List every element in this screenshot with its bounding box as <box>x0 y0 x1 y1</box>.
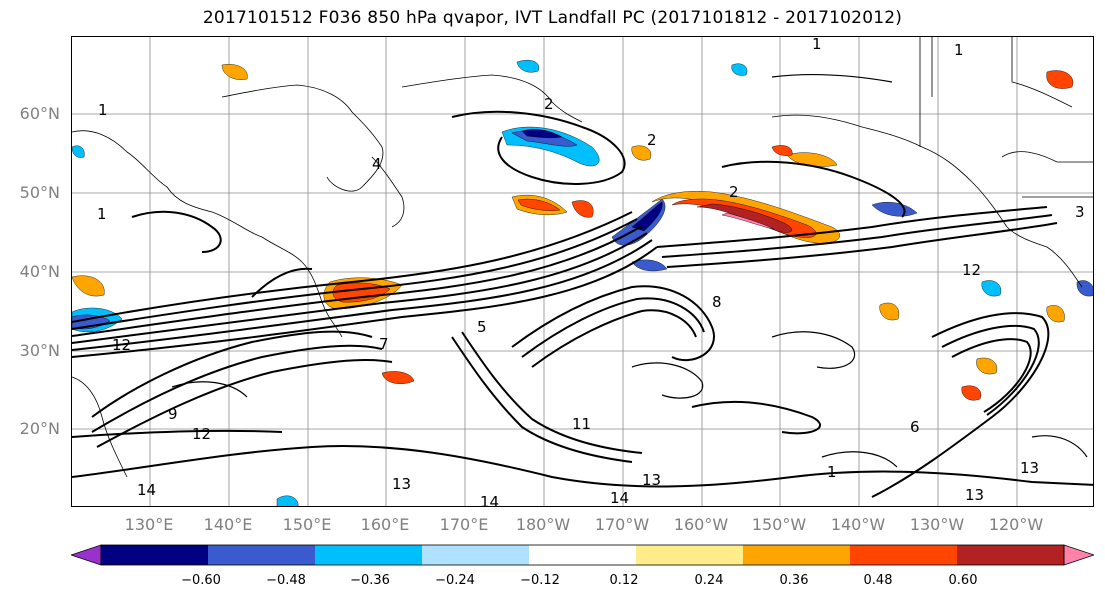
contour-label: 6 <box>910 418 920 436</box>
colorbar <box>69 544 1096 570</box>
ivt-contours-thin <box>171 73 1088 468</box>
lon-label-170w: 170°W <box>594 515 650 534</box>
contour-label: 9 <box>168 405 178 423</box>
colorbar-tick: 0.36 <box>779 573 809 588</box>
contour-labels: 1 1 1 2 2 2 1 1 12 12 12 14 14 14 13 13 … <box>97 37 1085 507</box>
colorbar-segment <box>850 545 958 565</box>
contour-label: 14 <box>610 489 629 507</box>
lon-label-120w: 120°W <box>988 515 1044 534</box>
colorbar-segment <box>529 545 637 565</box>
contour-label: 1 <box>97 205 107 223</box>
colorbar-tick: 0.60 <box>948 573 978 588</box>
lat-label-20n: 20°N <box>19 419 60 438</box>
qvapor-negative-fill <box>72 59 1093 506</box>
contour-label: 14 <box>480 493 499 507</box>
colorbar-tick: −0.60 <box>181 573 221 588</box>
coastlines <box>72 37 1093 478</box>
colorbar-border <box>100 544 1065 566</box>
lon-label-150w: 150°W <box>751 515 807 534</box>
contour-label: 12 <box>192 425 211 443</box>
lat-label-50n: 50°N <box>19 183 60 202</box>
contour-label: 12 <box>112 336 131 354</box>
colorbar-segment <box>743 545 851 565</box>
colorbar-segment <box>315 545 423 565</box>
lon-label-160w: 160°W <box>673 515 729 534</box>
lat-label-30n: 30°N <box>19 341 60 360</box>
colorbar-extend-low <box>69 544 102 566</box>
contour-label: 4 <box>372 155 382 173</box>
colorbar-tick: 0.24 <box>694 573 724 588</box>
contour-label: 12 <box>962 261 981 279</box>
colorbar-extend-high <box>1063 544 1096 566</box>
colorbar-segment <box>208 545 316 565</box>
contour-label: 7 <box>379 335 389 353</box>
contour-label: 13 <box>965 486 984 504</box>
lon-label-140w: 140°W <box>830 515 886 534</box>
contour-label: 5 <box>477 318 487 336</box>
contour-label: 8 <box>712 293 722 311</box>
contour-label: 14 <box>137 481 156 499</box>
contour-label: 3 <box>1075 203 1085 221</box>
lon-label-150e: 150°E <box>282 515 332 534</box>
contour-label: 1 <box>812 37 822 53</box>
contour-label: 13 <box>642 471 661 489</box>
contour-label: 1 <box>954 41 964 59</box>
lon-label-130w: 130°W <box>909 515 965 534</box>
lon-label-180w: 180°W <box>515 515 571 534</box>
colorbar-segment <box>636 545 744 565</box>
colorbar-svg <box>69 544 1096 566</box>
lon-label-170e: 170°E <box>439 515 489 534</box>
colorbar-segment <box>422 545 530 565</box>
colorbar-tick: −0.12 <box>520 573 560 588</box>
contour-label: 2 <box>647 131 657 149</box>
colorbar-tick: −0.36 <box>350 573 390 588</box>
colorbar-segment <box>101 545 209 565</box>
lat-label-60n: 60°N <box>19 104 60 123</box>
colorbar-tick: −0.24 <box>435 573 475 588</box>
contour-label: 1 <box>98 101 108 119</box>
lon-label-160e: 160°E <box>360 515 410 534</box>
contour-label: 2 <box>729 183 739 201</box>
ivt-contours <box>72 110 1093 498</box>
lat-label-40n: 40°N <box>19 262 60 281</box>
figure-title: 2017101512 F036 850 hPa qvapor, IVT Land… <box>202 8 903 28</box>
contour-label: 13 <box>392 475 411 493</box>
contour-label: 1 <box>827 463 837 481</box>
lon-label-130e: 130°E <box>124 515 174 534</box>
contour-label: 2 <box>544 95 554 113</box>
colorbar-tick: 0.48 <box>863 573 893 588</box>
colorbar-tick: −0.48 <box>266 573 306 588</box>
map-canvas: 1 1 1 2 2 2 1 1 12 12 12 14 14 14 13 13 … <box>72 37 1093 507</box>
graticule <box>72 37 1093 506</box>
contour-label: 11 <box>572 415 591 433</box>
map-panel: 1 1 1 2 2 2 1 1 12 12 12 14 14 14 13 13 … <box>71 36 1094 507</box>
colorbar-segment <box>957 545 1065 565</box>
contour-label: 13 <box>1020 459 1039 477</box>
colorbar-tick: 0.12 <box>609 573 639 588</box>
lon-label-140e: 140°E <box>203 515 253 534</box>
